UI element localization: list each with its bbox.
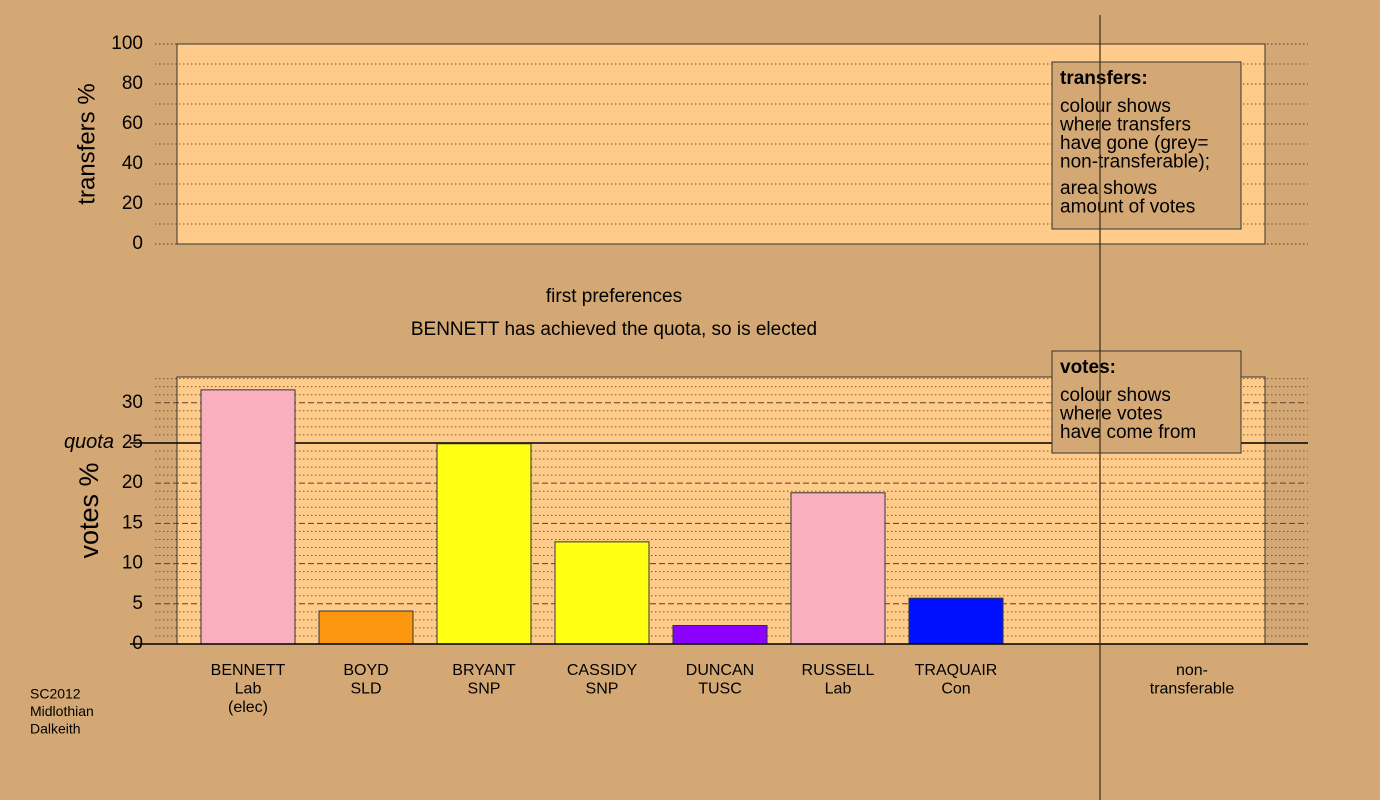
y-axis-label: votes % [74,462,104,558]
legend-text: colour shows [1060,96,1171,117]
x-tick-label: Lab [825,681,852,698]
y-axis-label: transfers % [73,83,100,204]
quota-label: quota [64,431,114,453]
chart-title: first preferences [546,286,682,307]
legend-box [1051,61,1242,230]
x-tick-label: transferable [1150,681,1235,698]
y-tick-label: 40 [122,153,143,174]
x-tick-label: CASSIDY [567,662,638,679]
footer-text: SC2012 [30,686,81,702]
y-tick-label: 10 [122,553,143,574]
bar [436,443,532,645]
chart-subtitle: BENNETT has achieved the quota, so is el… [411,319,817,340]
x-tick-label: DUNCAN [686,662,754,679]
legend-box [1051,350,1242,454]
x-tick-label: BENNETT [211,662,286,679]
y-tick-label: 100 [111,33,143,54]
y-tick-label: 60 [122,113,143,134]
footer-text: Midlothian [30,703,94,719]
y-tick-label: 5 [132,593,143,614]
bar [790,492,886,645]
x-tick-label: SLD [350,681,381,698]
x-tick-label: SNP [468,681,501,698]
x-tick-label: Lab [235,681,262,698]
y-tick-label: 20 [122,193,143,214]
x-tick-label: TRAQUAIR [915,662,998,679]
bar [318,610,414,645]
legend-title: transfers: [1060,68,1148,89]
x-tick-label: Con [941,681,970,698]
legend-text: amount of votes [1060,197,1195,218]
x-tick-label: BRYANT [452,662,516,679]
y-tick-label: 30 [122,392,143,413]
footer-text: Dalkeith [30,721,81,737]
y-tick-label: 20 [122,472,143,493]
plot-frame [176,43,1266,245]
x-tick-label: SNP [586,681,619,698]
legend-text: non-transferable); [1060,152,1210,173]
x-tick-label: RUSSELL [802,662,875,679]
x-tick-label: TUSC [698,681,742,698]
legend-text: have come from [1060,422,1196,443]
x-tick-label: non- [1176,662,1208,679]
legend-text: have gone (grey= [1060,133,1208,154]
legend-text: colour shows [1060,385,1171,406]
y-tick-label: 15 [122,512,143,533]
y-tick-label: 80 [122,73,143,94]
legend-text: area shows [1060,178,1157,199]
bar [672,625,768,645]
legend-text: where votes [1059,404,1162,425]
legend-text: where transfers [1059,115,1191,136]
y-tick-label: 0 [132,233,143,254]
legend-title: votes: [1060,357,1116,378]
x-tick-label: BOYD [343,662,388,679]
x-tick-label: (elec) [228,699,268,716]
bar [554,541,650,645]
bar [200,389,296,645]
bar [908,597,1004,645]
